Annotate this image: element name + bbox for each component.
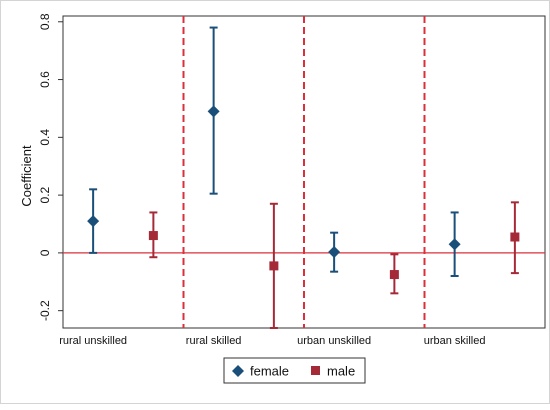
- plot-area: [62, 15, 546, 329]
- category-labels: rural unskilled rural skilled urban unskil…: [59, 335, 485, 347]
- legend-male-square-icon: [311, 366, 320, 375]
- legend-female-diamond-icon: [232, 365, 244, 377]
- point-marker-square: [269, 261, 279, 271]
- y-tick-label: 0.8: [38, 13, 52, 30]
- point-marker-square: [510, 232, 520, 242]
- point-marker-diamond: [87, 215, 100, 228]
- category-label: rural skilled: [186, 335, 242, 347]
- point-marker-square: [148, 231, 158, 241]
- point-marker-diamond: [328, 246, 341, 259]
- point-marker-square: [389, 270, 399, 280]
- legend-male-label: male: [327, 364, 355, 379]
- point-marker-diamond: [207, 105, 220, 118]
- y-axis: -0.2 0 0.2 0.4 0.6 0.8: [38, 13, 63, 321]
- legend-box: [223, 357, 366, 384]
- point-marker-diamond: [448, 238, 461, 251]
- y-tick-label: 0.6: [38, 71, 52, 88]
- y-tick-label: -0.2: [38, 300, 52, 321]
- legend-female-label: female: [250, 364, 289, 379]
- category-label: urban skilled: [424, 335, 486, 347]
- y-axis-title: Coefficient: [19, 145, 34, 207]
- y-tick-label: 0.4: [38, 129, 52, 146]
- series-female: [87, 26, 461, 277]
- y-tick-label: 0.2: [38, 186, 52, 203]
- series-male: [148, 201, 520, 329]
- legend: female male: [223, 357, 366, 384]
- category-label: urban unskilled: [297, 335, 371, 347]
- category-label: rural unskilled: [59, 335, 127, 347]
- y-tick-label: 0: [38, 249, 52, 256]
